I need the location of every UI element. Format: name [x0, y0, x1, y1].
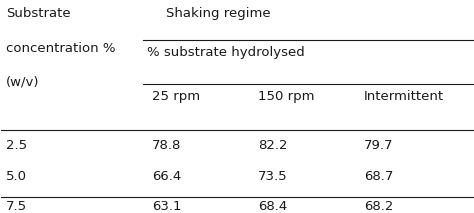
Text: 78.8: 78.8	[152, 140, 182, 153]
Text: 25 rpm: 25 rpm	[152, 90, 201, 103]
Text: 2.5: 2.5	[6, 140, 27, 153]
Text: 82.2: 82.2	[258, 140, 288, 153]
Text: (w/v): (w/v)	[6, 75, 40, 88]
Text: 150 rpm: 150 rpm	[258, 90, 315, 103]
Text: 68.7: 68.7	[364, 170, 393, 183]
Text: concentration %: concentration %	[6, 42, 116, 55]
Text: 7.5: 7.5	[6, 200, 27, 213]
Text: % substrate hydrolysed: % substrate hydrolysed	[147, 46, 305, 59]
Text: 66.4: 66.4	[152, 170, 182, 183]
Text: 68.2: 68.2	[364, 200, 393, 213]
Text: 79.7: 79.7	[364, 140, 394, 153]
Text: 63.1: 63.1	[152, 200, 182, 213]
Text: Substrate: Substrate	[6, 7, 71, 20]
Text: Intermittent: Intermittent	[364, 90, 444, 103]
Text: 68.4: 68.4	[258, 200, 287, 213]
Text: 5.0: 5.0	[6, 170, 27, 183]
Text: Shaking regime: Shaking regime	[166, 7, 271, 20]
Text: 73.5: 73.5	[258, 170, 288, 183]
